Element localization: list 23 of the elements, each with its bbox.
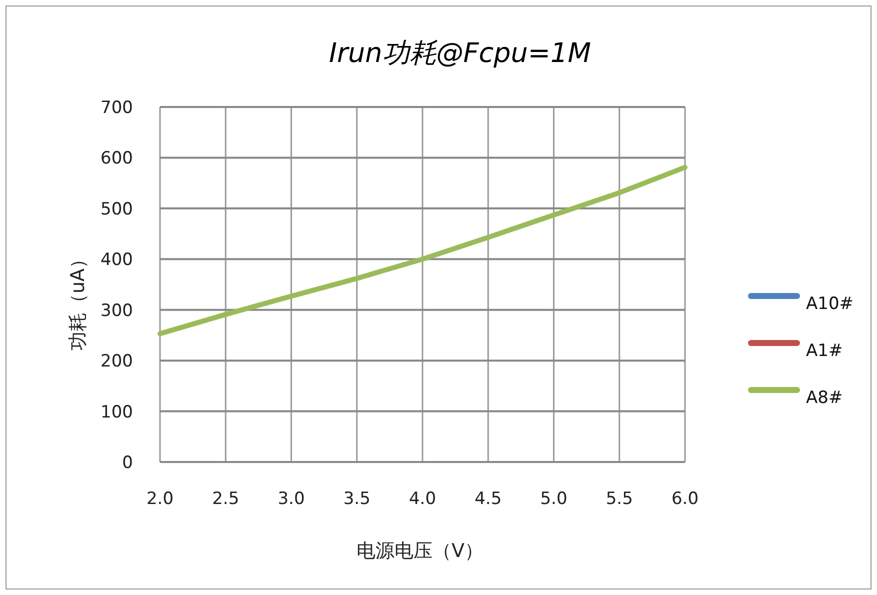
x-tick-label: 2.5 [212, 489, 240, 509]
y-tick-label: 500 [100, 199, 133, 220]
y-tick-label: 700 [100, 98, 133, 118]
y-tick-label: 600 [100, 148, 133, 169]
y-axis-title: 功耗（uA） [67, 249, 89, 351]
legend-label: A1# [806, 341, 843, 361]
x-tick-label: 5.0 [540, 489, 568, 509]
legend-label: A10# [806, 294, 854, 314]
y-tick-label: 300 [100, 300, 133, 321]
x-tick-label: 2.0 [146, 489, 174, 509]
y-tick-label: 400 [100, 250, 133, 270]
y-tick-label: 100 [100, 402, 133, 422]
x-tick-label: 3.0 [278, 489, 305, 509]
x-axis-title: 电源电压（V） [356, 540, 484, 562]
x-tick-label: 3.5 [343, 489, 370, 509]
chart-title: Irun功耗@Fcpu=1M [328, 38, 592, 69]
y-tick-label: 200 [100, 352, 133, 372]
x-tick-label: 4.5 [474, 489, 502, 509]
x-tick-label: 4.0 [408, 489, 436, 509]
x-tick-label: 6.0 [671, 489, 699, 509]
x-tick-label: 5.5 [606, 489, 633, 509]
legend-label: A8# [806, 388, 843, 408]
y-tick-label: 0 [122, 453, 133, 473]
